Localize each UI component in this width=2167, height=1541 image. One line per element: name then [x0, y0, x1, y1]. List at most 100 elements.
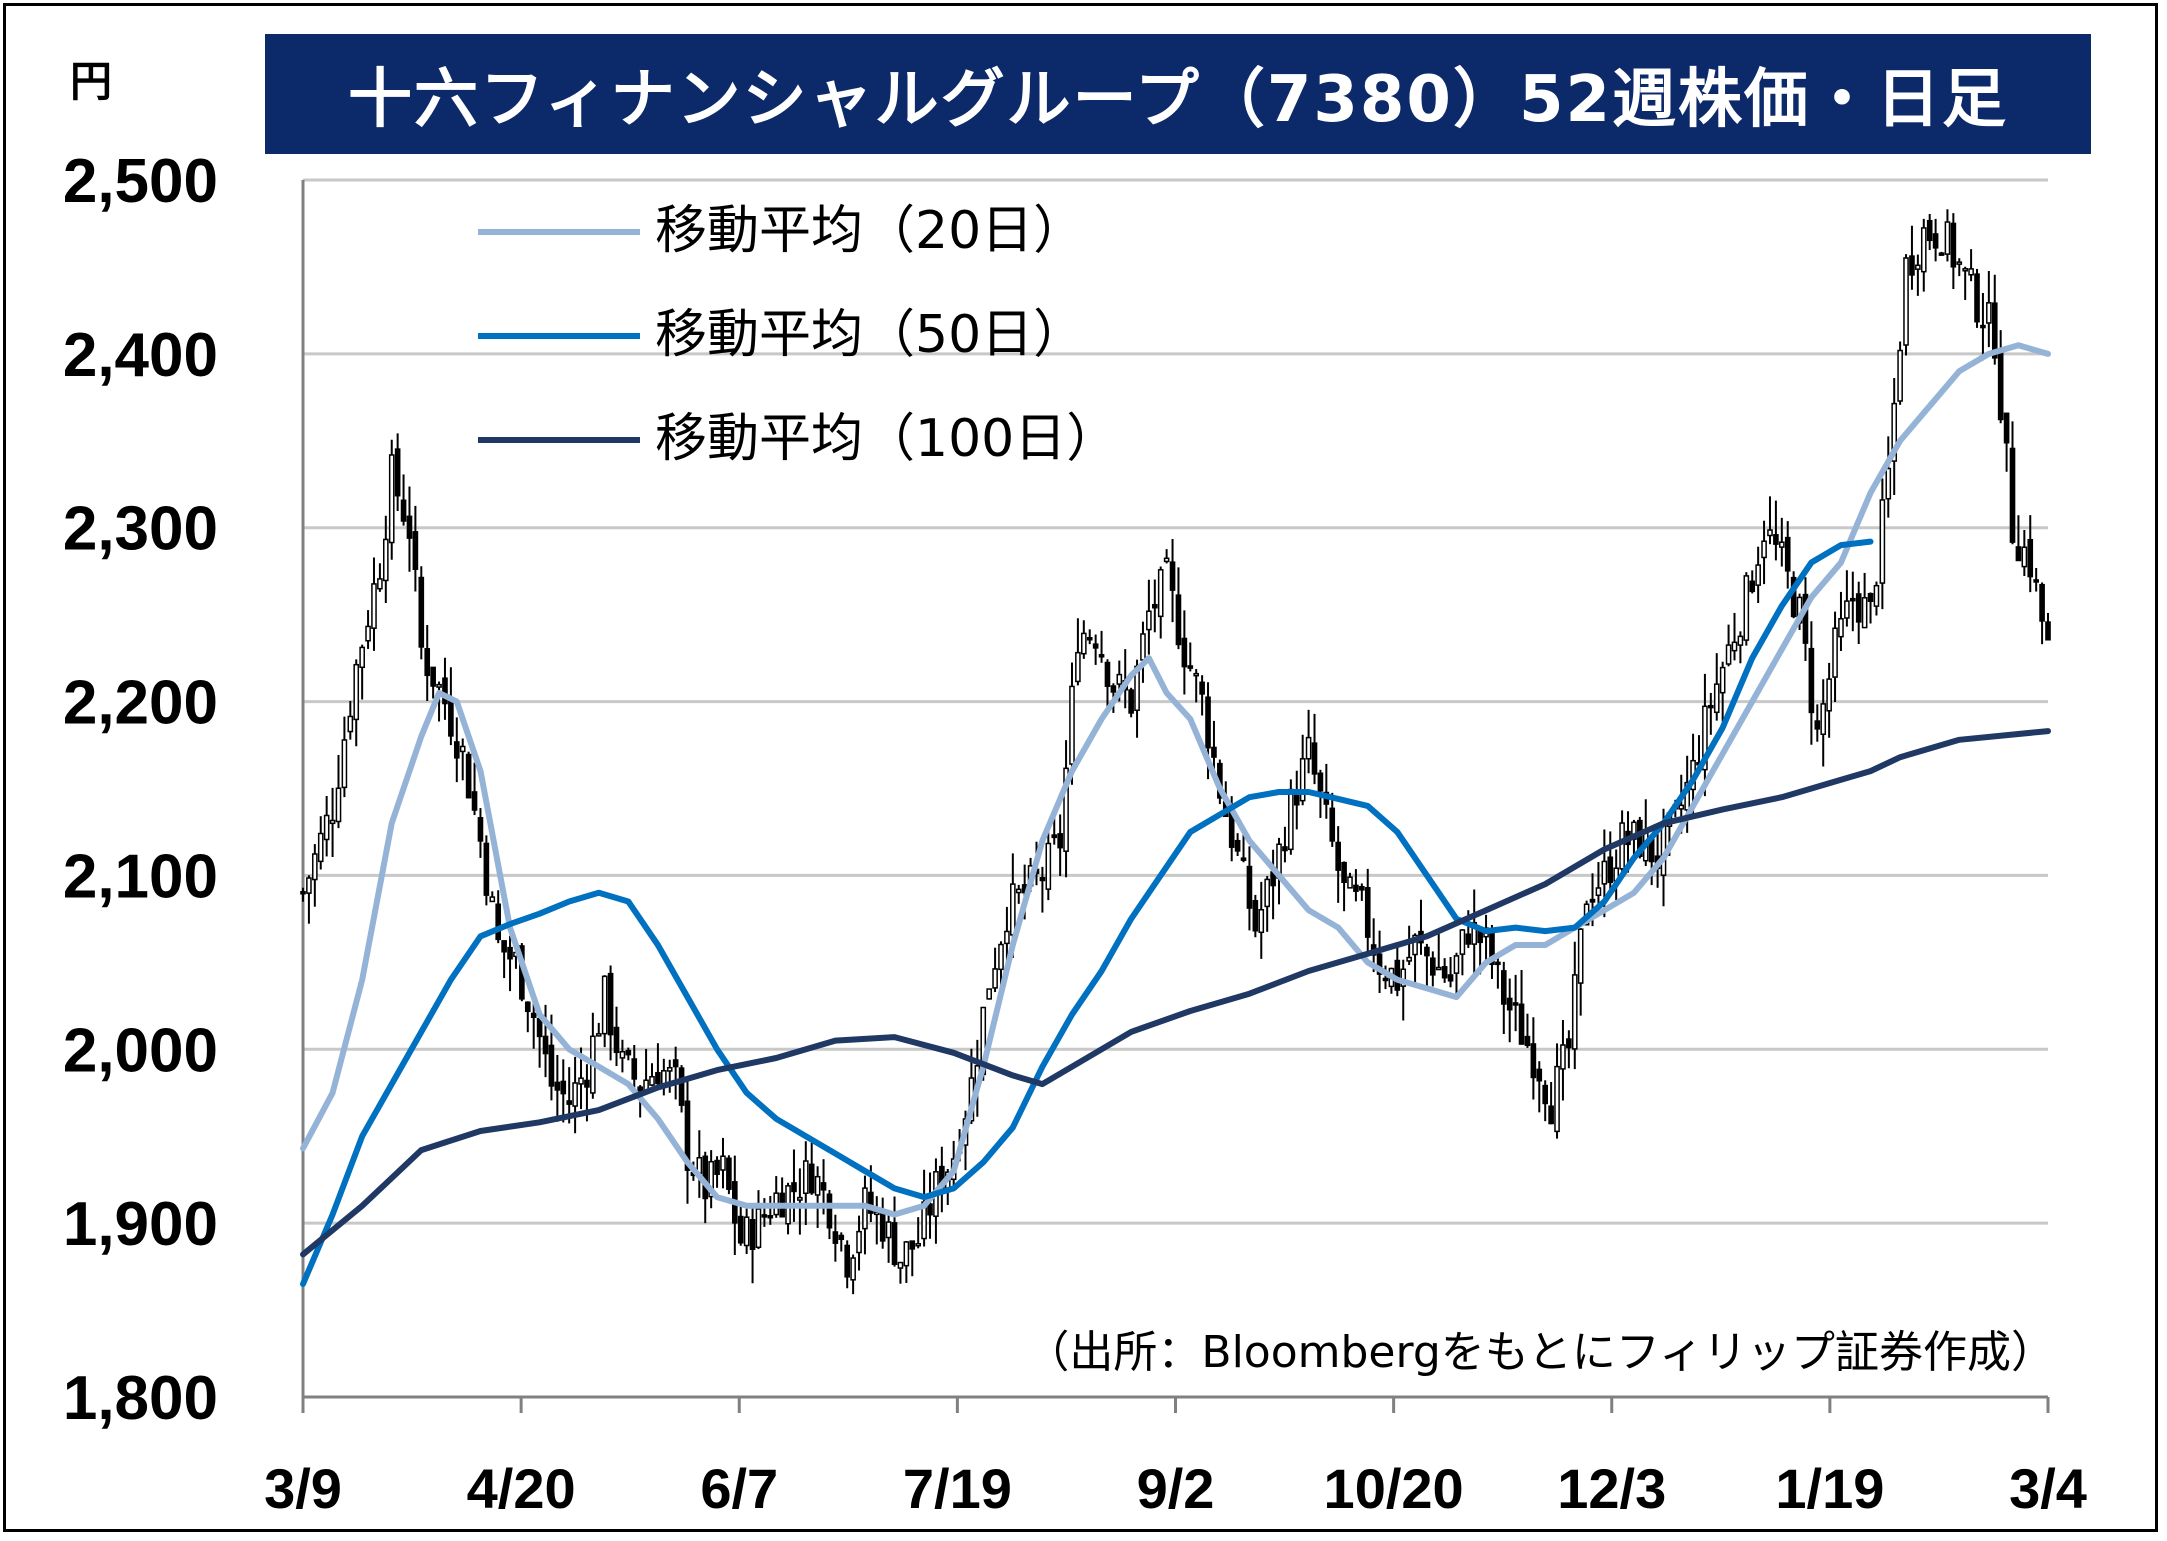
candle-body [1637, 819, 1643, 857]
candle-body [1524, 1035, 1531, 1047]
candle-body [1897, 349, 1903, 402]
candle-body [625, 1049, 632, 1056]
candle-body [1601, 860, 1608, 885]
candle-body [838, 1234, 845, 1241]
candle-body [1075, 651, 1081, 683]
candle-body [1719, 666, 1726, 694]
candle-body [1211, 746, 1217, 758]
candle-body [377, 578, 383, 590]
candle-body [1353, 884, 1359, 892]
candle-body [1110, 685, 1117, 693]
candle-body [720, 1155, 726, 1171]
candle-body [1861, 597, 1868, 629]
y-tick-label: 1,900 [63, 1190, 218, 1259]
candle-body [1713, 683, 1720, 714]
candle-body [1317, 772, 1324, 792]
candle-body [1140, 633, 1146, 661]
candle-body [1252, 899, 1259, 932]
candle-body [1500, 970, 1507, 1005]
candle-body [507, 946, 513, 960]
candle-body [1566, 1038, 1572, 1049]
candle-body [1737, 635, 1744, 646]
candle-body [1761, 540, 1767, 559]
candle-body [1441, 966, 1448, 979]
candle-body [915, 1242, 921, 1247]
candle-body [2039, 583, 2045, 622]
candle-body [897, 1261, 904, 1269]
candle-body [542, 1035, 549, 1055]
candle-body [684, 1100, 691, 1171]
candle-body [1536, 1068, 1543, 1082]
candle-body [347, 715, 354, 733]
candle-body [436, 683, 442, 688]
candle-body [649, 1076, 655, 1086]
candle-body [341, 739, 348, 789]
candle-body [1010, 883, 1016, 936]
candle-body [1708, 704, 1714, 709]
candle-body [1855, 593, 1862, 623]
candle-body [1039, 876, 1046, 882]
candle-body [1004, 930, 1010, 945]
candle-body [1755, 564, 1761, 586]
candle-body [1873, 584, 1880, 607]
ma-line-3 [300, 728, 2051, 1258]
candle-body [1258, 909, 1265, 934]
candle-body [1773, 534, 1779, 545]
candle-body [2033, 579, 2039, 583]
candle-body [607, 972, 614, 1036]
candle-body [814, 1175, 821, 1196]
source-note: （出所：Bloombergをもとにフィリップ証券作成） [1025, 1327, 2055, 1378]
y-tick-label: 2,100 [63, 842, 218, 911]
candle-body [1151, 603, 1158, 609]
candle-body [1619, 822, 1625, 870]
candle-body [353, 663, 360, 721]
x-tick-label: 12/3 [1557, 1457, 1666, 1520]
candle-body [1938, 252, 1945, 256]
candle-body [1678, 804, 1685, 810]
candle-body [1412, 934, 1418, 956]
candle-body [595, 1033, 602, 1037]
y-tick-label: 2,200 [63, 669, 218, 738]
candle-body [666, 1067, 673, 1072]
candle-body [726, 1157, 732, 1190]
candle-body [1400, 968, 1407, 987]
candle-body [868, 1191, 874, 1214]
moving-average-lines [300, 342, 2051, 1287]
candle-body [548, 1044, 555, 1087]
ma-line-1 [300, 342, 2051, 1218]
candle-body [465, 753, 472, 799]
candle-body [850, 1257, 856, 1281]
candle-body [2015, 546, 2022, 562]
candle-body [909, 1240, 916, 1250]
candle-body [1305, 736, 1312, 760]
candle-body [495, 903, 502, 941]
candle-body [856, 1230, 862, 1254]
candle-body [619, 1050, 626, 1059]
candle-body [459, 745, 466, 753]
candle-body [903, 1241, 910, 1267]
candle-body [1962, 268, 1968, 272]
x-tick-label: 9/2 [1137, 1457, 1215, 1520]
candle-body [1968, 268, 1974, 276]
candle-body [329, 819, 336, 825]
candle-body [1589, 898, 1596, 903]
candle-body [1607, 856, 1614, 884]
candle-body [1495, 961, 1501, 966]
title-bar: 十六フィナンシャルグループ（7380）52週株価・日足 [265, 34, 2091, 154]
candle-body [394, 448, 401, 497]
candle-body [1784, 536, 1791, 572]
candle-body [1447, 974, 1454, 982]
candle-body [1903, 257, 1909, 346]
candle-body [1193, 672, 1200, 677]
candle-body [424, 648, 431, 677]
candle-body [927, 1203, 933, 1216]
candle-body [1424, 946, 1430, 957]
candle-body [1891, 402, 1898, 462]
candle-body [2009, 447, 2016, 543]
candle-body [1081, 632, 1087, 655]
candle-body [1205, 696, 1211, 749]
candle-body [708, 1160, 714, 1198]
candle-body [300, 891, 306, 895]
candle-body [1146, 610, 1152, 631]
y-tick-label: 2,300 [63, 495, 218, 564]
